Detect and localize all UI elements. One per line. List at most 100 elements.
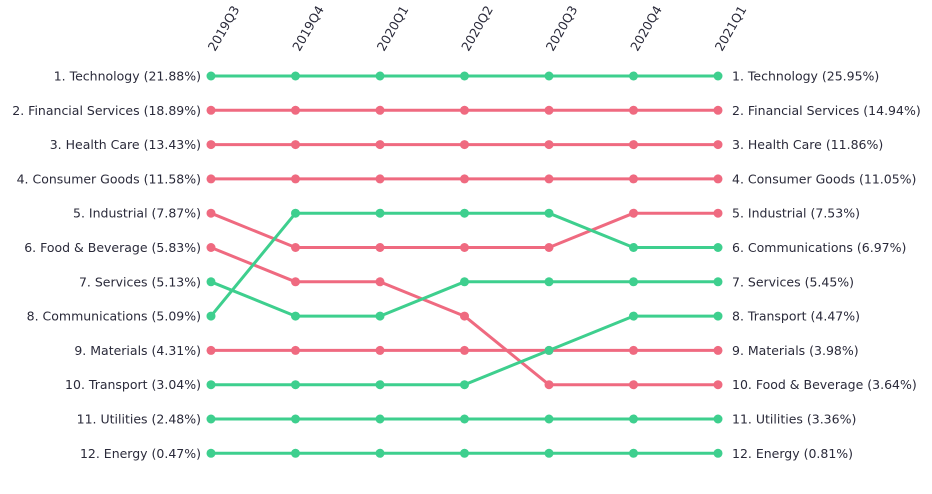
right-rank-labels: 1. Technology (25.95%) 2. Financial Servi…: [732, 69, 921, 461]
series-point: [629, 311, 638, 321]
series-point: [629, 345, 638, 355]
right-rank-label: 12. Energy (0.81%): [732, 446, 853, 461]
right-rank-label: 10. Food & Beverage (3.64%): [732, 377, 917, 392]
right-rank-label: 4. Consumer Goods (11.05%): [732, 171, 916, 186]
series-point: [713, 345, 723, 355]
series-point: [629, 414, 638, 424]
left-rank-label: 12. Energy (0.47%): [80, 446, 201, 461]
right-rank-label: 7. Services (5.45%): [732, 274, 854, 289]
series-point: [206, 380, 216, 390]
series-points: [206, 71, 723, 458]
series-point: [206, 105, 216, 115]
series-point: [291, 448, 300, 458]
series-point: [629, 71, 638, 81]
series-point: [375, 140, 385, 150]
series-point: [375, 277, 385, 287]
series-line: [209, 211, 720, 318]
series-point: [460, 345, 469, 355]
left-rank-labels: 1. Technology (21.88%) 2. Financial Servi…: [12, 69, 201, 461]
series-point: [460, 140, 469, 150]
series-point: [713, 414, 723, 424]
series-point: [544, 174, 554, 184]
right-rank-label: 9. Materials (3.98%): [732, 343, 859, 358]
series-point: [291, 71, 300, 81]
series-point: [544, 208, 554, 218]
series-point: [629, 277, 638, 287]
series-point: [544, 414, 554, 424]
series-point: [206, 71, 216, 81]
series-point: [375, 71, 385, 81]
series-point: [206, 208, 216, 218]
series-point: [291, 140, 300, 150]
series-point: [544, 345, 554, 355]
series-point: [544, 243, 554, 252]
series-point: [206, 414, 216, 424]
series-point: [713, 208, 723, 218]
series-point: [713, 71, 723, 81]
series-point: [206, 243, 216, 252]
series-point: [206, 311, 216, 321]
series-lines: [209, 74, 720, 455]
left-rank-label: 6. Food & Beverage (5.83%): [24, 240, 201, 255]
series-point: [206, 174, 216, 184]
series-point: [460, 448, 469, 458]
series-point: [375, 311, 385, 321]
series-point: [629, 105, 638, 115]
right-rank-label: 6. Communications (6.97%): [732, 240, 906, 255]
series-point: [291, 345, 300, 355]
left-rank-label: 3. Health Care (13.43%): [50, 137, 201, 152]
left-rank-label: 8. Communications (5.09%): [27, 309, 201, 324]
series-point: [375, 380, 385, 390]
series-point: [375, 414, 385, 424]
x-tick-label: 2020Q2: [458, 3, 496, 53]
right-rank-label: 2. Financial Services (14.94%): [732, 103, 921, 118]
x-axis-tick-labels: 2019Q3 2019Q4 2020Q1 2020Q2 2020Q3 2020Q4 2021…: [205, 3, 750, 53]
right-rank-label: 5. Industrial (7.53%): [732, 206, 860, 221]
series-point: [713, 311, 723, 321]
series-point: [629, 448, 638, 458]
series-point: [206, 345, 216, 355]
left-rank-label: 4. Consumer Goods (11.58%): [17, 171, 201, 186]
series-point: [713, 243, 723, 252]
series-point: [375, 208, 385, 218]
x-tick-label: 2020Q4: [627, 3, 665, 53]
right-rank-label: 11. Utilities (3.36%): [732, 412, 856, 427]
series-point: [460, 380, 469, 390]
series-point: [291, 277, 300, 287]
series-point: [460, 208, 469, 218]
series-point: [629, 208, 638, 218]
x-tick-label: 2020Q1: [374, 3, 412, 53]
right-rank-label: 1. Technology (25.95%): [732, 69, 879, 84]
series-point: [291, 414, 300, 424]
series-point: [375, 174, 385, 184]
series-point: [291, 105, 300, 115]
series-point: [460, 71, 469, 81]
series-point: [544, 380, 554, 390]
series-point: [544, 71, 554, 81]
right-rank-label: 8. Transport (4.47%): [732, 309, 860, 324]
series-point: [713, 380, 723, 390]
series-point: [375, 448, 385, 458]
series-point: [713, 448, 723, 458]
series-point: [713, 140, 723, 150]
series-point: [460, 414, 469, 424]
series-point: [629, 380, 638, 390]
left-rank-label: 7. Services (5.13%): [79, 274, 201, 289]
x-tick-label: 2021Q1: [712, 3, 750, 53]
series-line: [209, 211, 720, 249]
series-line: [209, 280, 720, 318]
series-point: [206, 448, 216, 458]
left-rank-label: 1. Technology (21.88%): [54, 69, 201, 84]
series-point: [291, 174, 300, 184]
series-point: [460, 174, 469, 184]
right-rank-label: 3. Health Care (11.86%): [732, 137, 883, 152]
series-point: [544, 140, 554, 150]
series-point: [291, 311, 300, 321]
series-point: [375, 345, 385, 355]
series-point: [629, 243, 638, 252]
left-rank-label: 2. Financial Services (18.89%): [12, 103, 201, 118]
series-point: [629, 140, 638, 150]
series-point: [375, 243, 385, 252]
series-point: [291, 243, 300, 252]
series-point: [629, 174, 638, 184]
